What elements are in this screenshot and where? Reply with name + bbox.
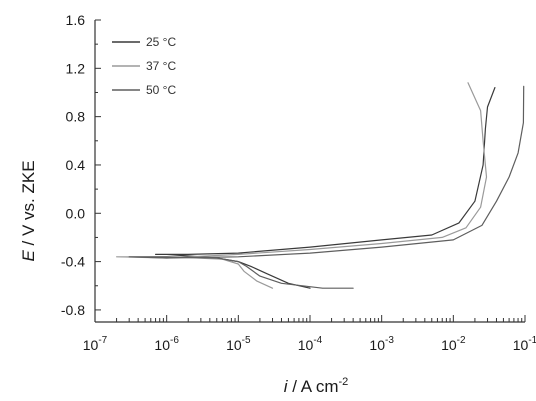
y-axis-title: E / V vs. ZKE <box>19 160 38 261</box>
legend: 25 °C 37 °C 50 °C <box>112 35 176 97</box>
series-group <box>116 82 525 289</box>
x-tick-label: 10-2 <box>441 335 466 353</box>
x-tick-label: 10-3 <box>369 335 394 353</box>
x-axis-title: i / A cm-2 <box>284 376 349 396</box>
y-axis: 1.6 1.2 0.8 0.4 0.0 -0.4 -0.8 <box>61 12 101 318</box>
legend-label: 25 °C <box>146 35 176 49</box>
y-tick-label: -0.4 <box>61 254 85 270</box>
y-tick-label: -0.8 <box>61 302 85 318</box>
x-axis-title-symbol: i <box>284 377 289 396</box>
x-tick-label: 10-6 <box>154 335 179 353</box>
y-tick-label: 0.8 <box>66 109 86 125</box>
y-axis-title-text: / V vs. ZKE <box>19 160 38 250</box>
x-axis-title-exponent: -2 <box>339 376 349 388</box>
y-tick-label: 0.0 <box>66 205 86 221</box>
series-line-3 <box>128 85 525 289</box>
x-tick-label: 10-1 <box>513 335 536 353</box>
y-axis-title-symbol: E <box>19 250 38 262</box>
y-tick-label: 0.4 <box>66 157 86 173</box>
series-line-2 <box>116 82 488 289</box>
legend-label: 37 °C <box>146 59 176 73</box>
series-line-1 <box>155 87 496 289</box>
x-tick-label: 10-5 <box>226 335 251 353</box>
y-tick-label: 1.2 <box>66 60 86 76</box>
legend-label: 50 °C <box>146 83 176 97</box>
x-tick-label: 10-7 <box>83 335 108 353</box>
y-tick-label: 1.6 <box>66 12 86 28</box>
x-tick-label: 10-4 <box>298 335 323 353</box>
x-axis: 10-7 10-6 10-5 10-4 10-3 10-2 10-1 <box>83 315 536 353</box>
x-axis-title-text: / A cm <box>287 377 338 396</box>
